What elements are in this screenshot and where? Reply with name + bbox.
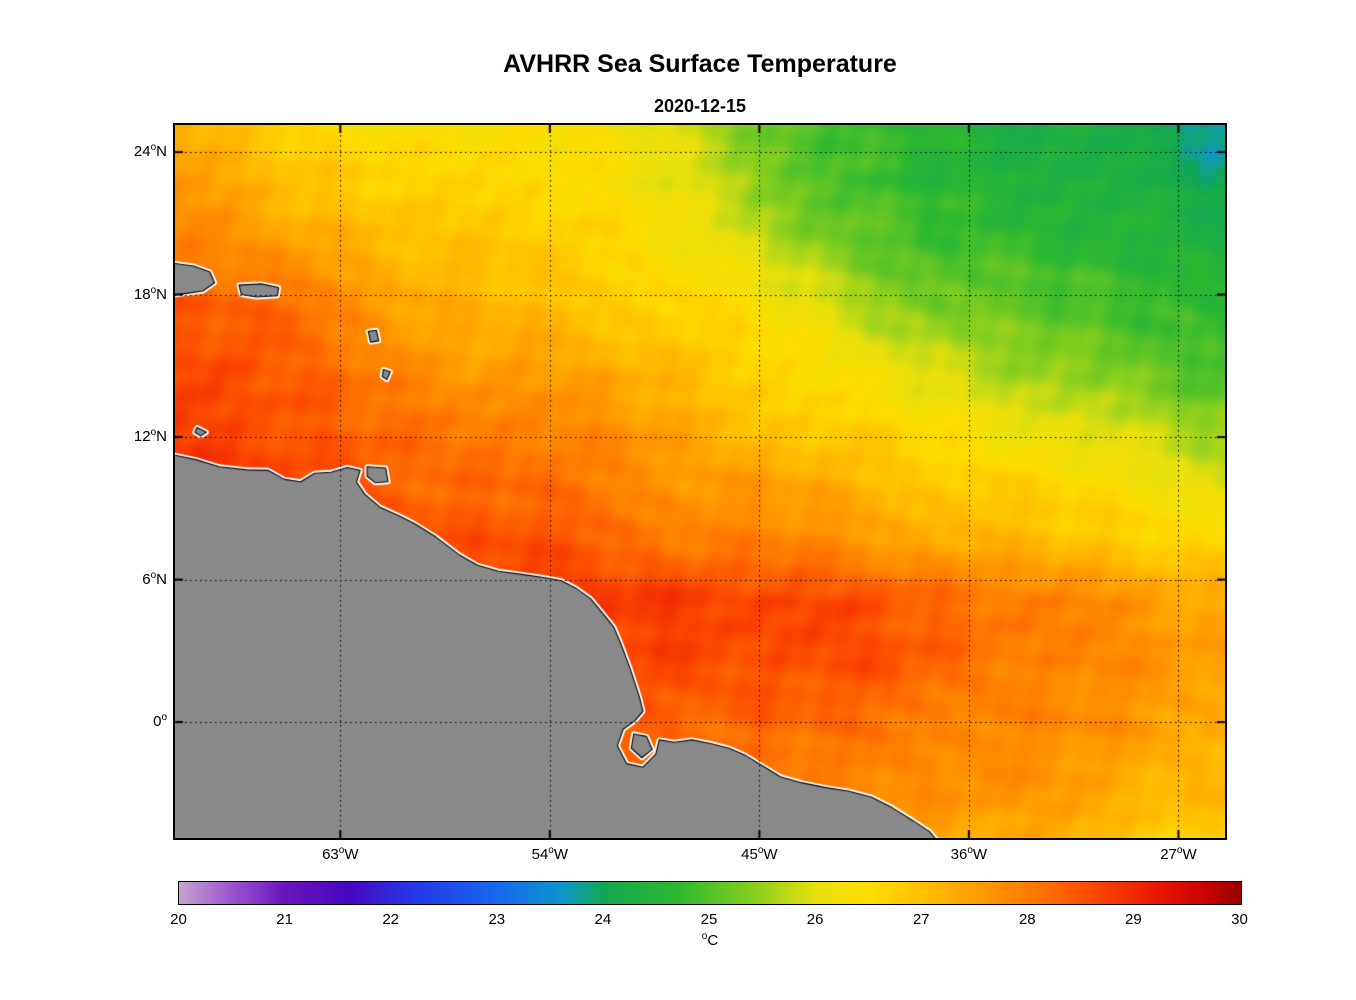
degree-superscript: o [338,845,345,856]
y-tick-label: 12oN [133,427,167,446]
degree-superscript: o [150,569,157,581]
colorbar [178,881,1242,905]
y-tick-label: 18oN [133,284,167,303]
degree-superscript: o [1176,845,1183,856]
degree-superscript: o [150,427,157,439]
colorbar-tick-label: 25 [700,911,718,928]
degree-superscript: o [150,142,157,154]
colorbar-tick-label: 28 [1018,911,1036,928]
chart-subtitle: 2020-12-15 [653,96,747,116]
colorbar-tick-label: 20 [170,911,187,928]
degree-superscript: o [161,712,167,724]
x-tick-label: 63oW [322,845,359,864]
degree-superscript: o [150,284,157,296]
degree-superscript: o [701,931,708,942]
chart-title: AVHRR Sea Surface Temperature [503,50,897,78]
map-axes-frame [173,123,1227,840]
colorbar-tick-label: 27 [912,911,930,928]
degree-superscript: o [548,845,554,856]
degree-superscript: o [967,845,973,856]
sst-heatmap-canvas [175,125,1225,838]
colorbar-tick-label: 23 [488,911,506,928]
colorbar-tick-label: 21 [276,911,293,928]
x-tick-label: 45oW [741,845,778,864]
x-tick-label: 36oW [950,845,988,864]
y-tick-label: 0o [153,712,167,731]
colorbar-tick-label: 30 [1231,911,1248,928]
colorbar-tick-label: 24 [594,911,612,928]
colorbar-tick-label: 22 [382,911,400,928]
colorbar-tick-label: 26 [806,911,824,928]
x-tick-label: 27oW [1160,845,1197,864]
colorbar-tick-label: 29 [1125,911,1142,928]
y-tick-label: 6oN [142,569,167,588]
y-tick-label: 24oN [133,142,167,161]
colorbar-unit-label: oC [701,931,719,950]
degree-superscript: o [757,845,764,856]
x-tick-label: 54oW [531,845,569,864]
